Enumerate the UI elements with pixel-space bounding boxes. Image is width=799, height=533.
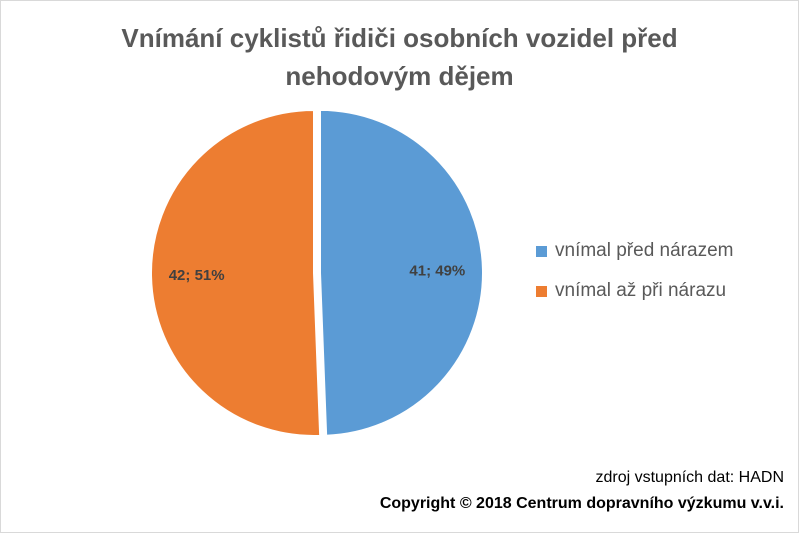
chart-title-line-2: nehodovým dějem [285, 61, 514, 91]
pie-slice-1 [150, 108, 322, 437]
data-label-1: 42; 51% [169, 267, 225, 284]
legend-swatch-1 [536, 285, 547, 297]
chart-title-line-1: Vnímání cyklistů řidiči osobních vozidel… [121, 23, 678, 53]
legend-label-0: vnímal před nárazem [555, 240, 734, 261]
data-label-0: 41; 49% [409, 263, 465, 280]
legend: vnímal před nárazem vnímal až při nárazu [536, 231, 733, 311]
legend-swatch-0 [536, 245, 547, 257]
copyright-note: Copyright © 2018 Centrum dopravního výzk… [379, 495, 784, 512]
legend-item-0: vnímal před nárazem [536, 231, 733, 271]
data-source-note: zdroj vstupních dat: HADN [595, 469, 784, 486]
legend-item-1: vnímal až při nárazu [536, 271, 733, 311]
pie-slice-0 [318, 108, 484, 437]
chart-title: Vnímání cyklistů řidiči osobních vozidel… [1, 19, 798, 95]
legend-label-1: vnímal až při nárazu [555, 280, 727, 301]
